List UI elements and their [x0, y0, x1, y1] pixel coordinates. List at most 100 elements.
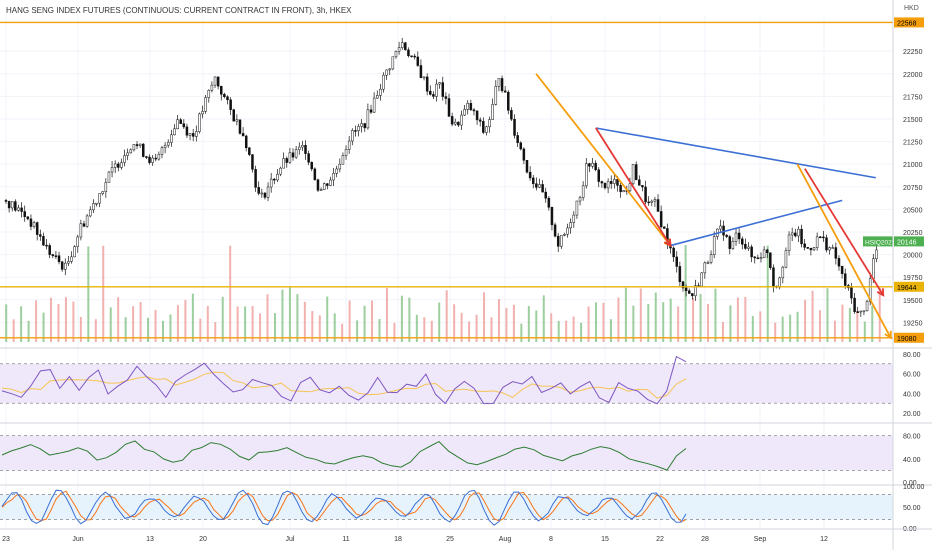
- candle-body: [407, 49, 410, 57]
- candle-body: [600, 181, 604, 184]
- candle-body: [572, 214, 576, 223]
- candle-body: [513, 118, 516, 136]
- volume-bar: [483, 292, 486, 342]
- candle-body: [575, 200, 579, 216]
- candle-body: [628, 183, 632, 192]
- price-tick-label: 19500: [903, 298, 923, 305]
- candle-body: [347, 140, 351, 150]
- volume-bar: [117, 297, 120, 342]
- candle-body: [485, 126, 488, 133]
- candle-body: [363, 123, 367, 129]
- price-tick-label: 19750: [903, 275, 923, 282]
- candle-body: [7, 201, 11, 209]
- price-tick-label: 21250: [903, 140, 923, 147]
- volume-bar: [707, 303, 710, 342]
- candle-body: [132, 144, 136, 151]
- rsi-ma-line: [1, 371, 687, 399]
- candle-body: [191, 133, 195, 137]
- candle-body: [369, 109, 373, 113]
- candle-body: [631, 164, 635, 184]
- volume-bar: [774, 322, 777, 342]
- volume-bar: [863, 321, 866, 342]
- candle-body: [322, 183, 326, 190]
- volume-bar: [12, 319, 15, 342]
- candle-body: [675, 256, 678, 267]
- candle-body: [843, 273, 847, 286]
- candle-body: [865, 300, 869, 312]
- time-tick-label: 20: [199, 536, 207, 543]
- volume-bar: [35, 300, 38, 342]
- candle-body: [850, 287, 853, 299]
- volume-bar: [833, 320, 836, 342]
- volume-bar: [161, 320, 164, 342]
- volume-bar: [527, 305, 530, 342]
- candle-body: [135, 144, 139, 147]
- candle-body: [644, 186, 647, 203]
- volume-bar: [714, 288, 717, 342]
- candle-body: [326, 183, 329, 186]
- candle-body: [822, 236, 825, 239]
- volume-bar: [102, 245, 105, 342]
- candle-body: [160, 147, 164, 155]
- candle-body: [138, 143, 142, 147]
- candle-body: [819, 236, 822, 239]
- candle-body: [357, 126, 360, 132]
- candle-body: [188, 133, 192, 136]
- candle-body: [223, 94, 226, 97]
- trend-line-lower: [670, 199, 843, 247]
- time-tick-label: 28: [701, 536, 709, 543]
- candle-body: [413, 55, 416, 58]
- ind2-tick: 0.00: [903, 480, 917, 487]
- candle-body: [731, 240, 735, 249]
- price-tick-label: 20750: [903, 185, 923, 192]
- candle-body: [762, 249, 766, 258]
- candle-body: [226, 96, 229, 101]
- volume-bar: [57, 304, 60, 342]
- candle-body: [647, 201, 650, 204]
- volume-bar: [124, 317, 127, 342]
- volume-bar: [856, 310, 859, 342]
- candle-body: [794, 232, 797, 237]
- candle-body: [569, 222, 572, 229]
- candle-body: [151, 157, 154, 163]
- chart-title: HANG SENG INDEX FUTURES (CONTINUOUS: CUR…: [6, 6, 352, 15]
- candle-body: [594, 162, 597, 171]
- ind2-band: [0, 435, 893, 471]
- volume-bar: [221, 296, 224, 342]
- volume-bar: [475, 314, 478, 342]
- candle-body: [220, 85, 223, 95]
- candle-body: [741, 238, 744, 245]
- candle-body: [784, 250, 788, 268]
- time-tick-label: Jun: [72, 536, 83, 543]
- price-levels: 22568 19644 19080 HSIQ2022 20146: [0, 17, 924, 343]
- candle-body: [687, 290, 691, 294]
- candle-body: [51, 254, 55, 256]
- volume-bar: [147, 317, 150, 342]
- candle-body: [298, 146, 301, 150]
- candle-body: [285, 158, 289, 163]
- candle-body: [354, 130, 357, 132]
- candle-body: [425, 76, 429, 92]
- volume-bar: [811, 290, 814, 342]
- volume-bar: [259, 313, 262, 342]
- symbol-tag: [863, 236, 893, 247]
- time-tick-label: 15: [601, 536, 609, 543]
- stoch-tick: 50.00: [903, 505, 921, 512]
- candle-body: [29, 218, 33, 227]
- volume-bar: [49, 297, 52, 342]
- volume-bar: [139, 302, 142, 342]
- candle-body: [544, 191, 547, 199]
- price-tick-label: 20000: [903, 253, 923, 260]
- candle-body: [410, 55, 413, 58]
- candle-body: [195, 131, 198, 137]
- candle-body: [198, 113, 201, 132]
- price-level-tag: [894, 332, 924, 343]
- candle-body: [444, 96, 448, 99]
- volume-bar: [684, 245, 687, 342]
- candle-body: [257, 187, 260, 194]
- candle-body: [166, 142, 170, 146]
- candle-body: [800, 228, 803, 245]
- candle-body: [603, 182, 607, 189]
- candle-body: [10, 201, 14, 209]
- volume-bar: [766, 245, 769, 342]
